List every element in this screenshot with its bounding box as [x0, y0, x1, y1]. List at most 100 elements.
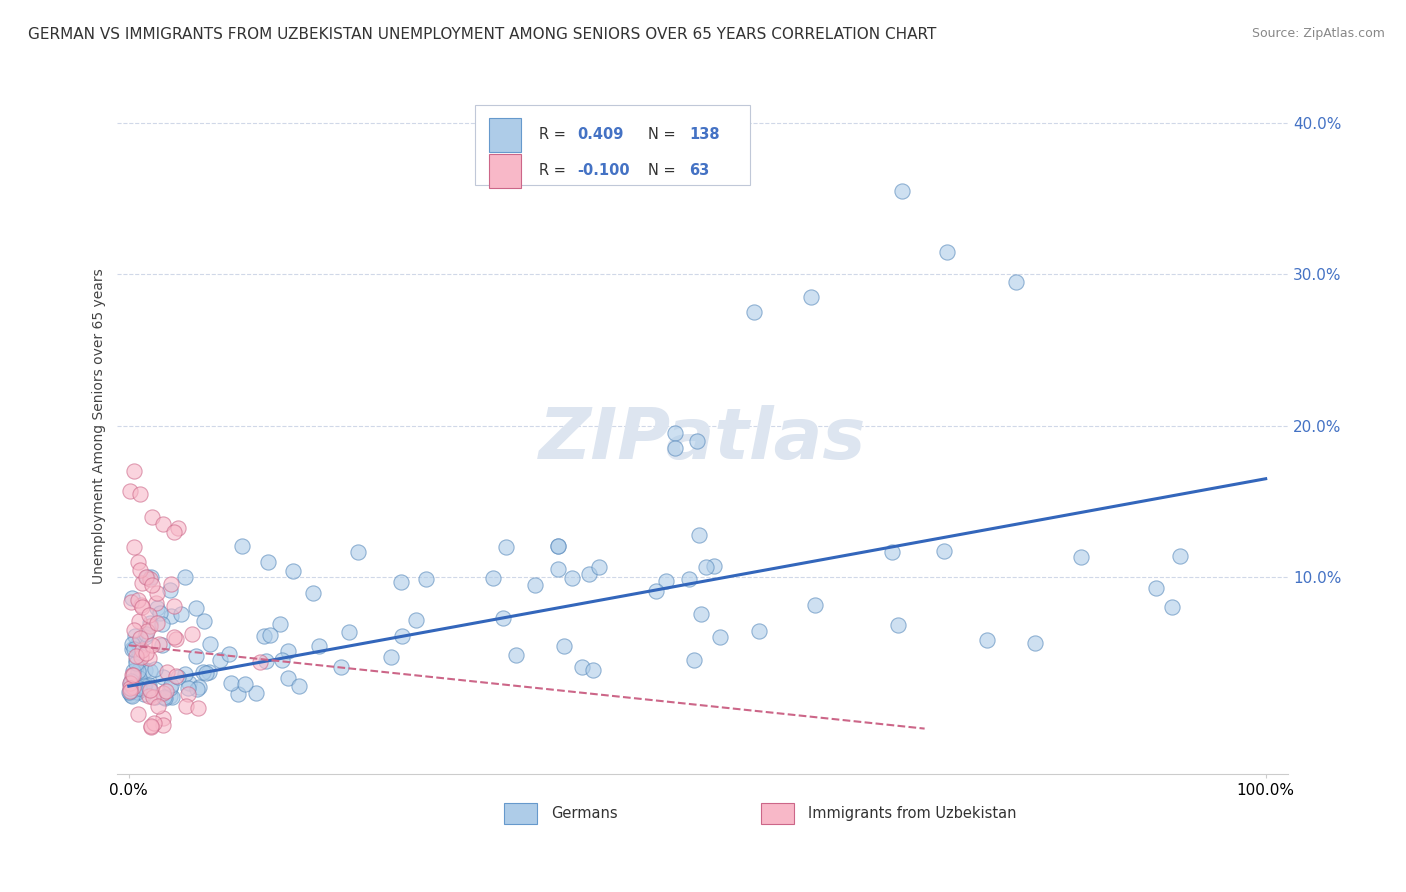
Point: [664, 442, 686, 456]
Point: [121, 641, 143, 656]
Point: [122, 680, 145, 694]
Point: [118, 681, 141, 696]
Point: [128, 614, 150, 628]
Point: [890, 184, 912, 198]
Point: [695, 560, 717, 574]
Point: [152, 711, 174, 725]
Point: [135, 624, 157, 638]
Point: [138, 690, 160, 704]
Point: [128, 671, 150, 685]
Point: [152, 718, 174, 732]
Point: [121, 667, 143, 681]
Point: [184, 649, 207, 664]
Text: Immigrants from Uzbekistan: Immigrants from Uzbekistan: [808, 806, 1017, 822]
Point: [138, 681, 160, 695]
Point: [131, 598, 153, 612]
Point: [146, 615, 169, 630]
Point: [1168, 549, 1191, 563]
Point: [165, 669, 187, 683]
Point: [505, 648, 527, 663]
Point: [804, 599, 827, 613]
Point: [134, 677, 156, 691]
Point: [145, 596, 167, 610]
Point: [167, 670, 190, 684]
Point: [118, 675, 141, 690]
Point: [118, 685, 141, 699]
Point: [125, 676, 148, 690]
Point: [141, 509, 163, 524]
Point: [173, 667, 195, 681]
Point: [226, 687, 249, 701]
Point: [218, 647, 240, 661]
Point: [127, 665, 149, 679]
Point: [337, 624, 360, 639]
Point: [134, 687, 156, 701]
Point: [198, 637, 221, 651]
Point: [186, 681, 208, 696]
Point: [709, 631, 731, 645]
Point: [125, 677, 148, 691]
Point: [177, 681, 200, 695]
Point: [131, 681, 153, 696]
Text: N =: N =: [648, 128, 681, 143]
FancyBboxPatch shape: [503, 804, 537, 824]
Point: [156, 665, 179, 679]
Point: [495, 540, 517, 554]
Point: [145, 586, 167, 600]
Text: Source: ZipAtlas.com: Source: ZipAtlas.com: [1251, 27, 1385, 40]
Point: [198, 665, 221, 680]
Point: [128, 681, 150, 695]
Point: [688, 528, 710, 542]
Point: [170, 607, 193, 621]
Point: [249, 655, 271, 669]
Point: [645, 583, 668, 598]
Point: [561, 571, 583, 585]
FancyBboxPatch shape: [475, 105, 749, 186]
Point: [143, 715, 166, 730]
Point: [159, 608, 181, 623]
Point: [124, 464, 146, 478]
Point: [141, 578, 163, 592]
FancyBboxPatch shape: [489, 119, 522, 152]
Point: [194, 665, 217, 680]
Point: [120, 684, 142, 698]
Point: [120, 674, 142, 689]
Point: [547, 539, 569, 553]
Point: [800, 290, 823, 304]
Point: [231, 539, 253, 553]
Point: [127, 635, 149, 649]
Point: [655, 574, 678, 588]
Point: [134, 630, 156, 644]
Point: [138, 607, 160, 622]
Point: [254, 654, 277, 668]
Point: [547, 562, 569, 576]
Text: R =: R =: [538, 128, 571, 143]
Point: [748, 624, 770, 638]
Point: [149, 606, 172, 620]
Point: [124, 540, 146, 554]
Point: [1024, 636, 1046, 650]
Point: [389, 574, 412, 589]
Point: [120, 677, 142, 691]
Point: [163, 524, 186, 539]
Text: N =: N =: [648, 163, 681, 178]
Point: [121, 690, 143, 704]
Point: [277, 671, 299, 685]
Point: [127, 593, 149, 607]
Point: [492, 611, 515, 625]
Point: [887, 617, 910, 632]
Point: [146, 698, 169, 713]
Point: [257, 555, 280, 569]
Point: [173, 570, 195, 584]
Point: [159, 582, 181, 597]
Point: [167, 521, 190, 535]
Point: [689, 607, 711, 622]
Point: [125, 656, 148, 670]
Text: 63: 63: [689, 163, 709, 178]
Point: [415, 572, 437, 586]
Point: [578, 566, 600, 581]
Point: [129, 563, 152, 577]
Point: [165, 632, 187, 646]
Point: [128, 660, 150, 674]
Point: [160, 690, 183, 705]
